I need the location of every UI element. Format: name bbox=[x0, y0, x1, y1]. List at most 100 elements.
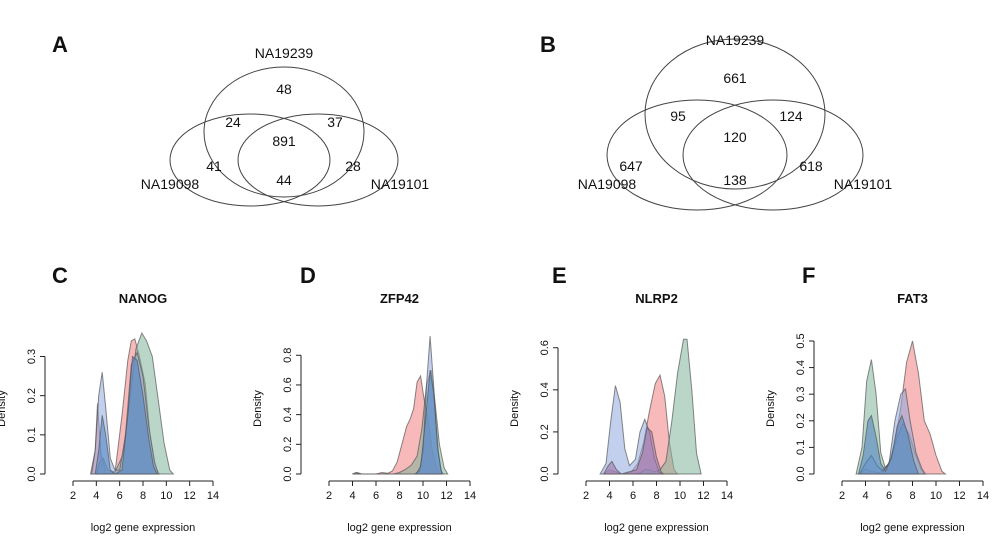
venn-a-circle-na19098 bbox=[169, 113, 331, 207]
chart-title-d: ZFP42 bbox=[380, 291, 419, 306]
density-panel-f: F FAT3 2 4 6 8 10 12 14 log2 gene expression 0.0 0.… bbox=[765, 263, 989, 534]
y-tick-label-d: 0.4 bbox=[282, 407, 294, 422]
y-tick-label-d: 0.2 bbox=[282, 437, 294, 452]
density-panel-e: E NLRP2 2 4 6 8 10 12 14 log2 gene expression 0.0 0… bbox=[509, 263, 733, 534]
venn-panel-b: B NA19239 NA19098 NA19101 661 95 124 120… bbox=[540, 32, 893, 211]
x-tick-label-d: 4 bbox=[349, 490, 355, 502]
density-area-c-4 bbox=[94, 355, 158, 475]
chart-title-e: NLRP2 bbox=[635, 291, 678, 306]
venn-a-set-name-na19101: NA19101 bbox=[371, 176, 430, 192]
venn-a-circle-na19101 bbox=[237, 113, 399, 207]
x-tick-label-c: 8 bbox=[140, 490, 146, 502]
x-axis-label-f: log2 gene expression bbox=[860, 522, 965, 534]
chart-title-f: FAT3 bbox=[897, 291, 928, 306]
density-area-e-4 bbox=[602, 426, 665, 475]
x-tick-label-e: 6 bbox=[630, 490, 636, 502]
chart-title-c: NANOG bbox=[119, 291, 167, 306]
venn-panel-a: A NA19239 NA19098 NA19101 48 24 37 891 4… bbox=[52, 32, 430, 207]
x-tick-label-d: 14 bbox=[464, 490, 476, 502]
venn-b-count-all: 120 bbox=[723, 129, 747, 145]
x-tick-label-f: 10 bbox=[930, 490, 942, 502]
y-tick-label-f: 0.0 bbox=[795, 466, 807, 481]
venn-b-set-name-na19239: NA19239 bbox=[706, 32, 765, 48]
x-tick-label-c: 6 bbox=[117, 490, 123, 502]
x-tick-label-e: 2 bbox=[583, 490, 589, 502]
venn-b-count-na19239-na19098: 95 bbox=[670, 108, 686, 124]
density-area-d-4 bbox=[414, 370, 443, 475]
y-tick-label-e: 0.0 bbox=[539, 466, 551, 481]
x-tick-label-c: 12 bbox=[184, 490, 196, 502]
y-tick-label-f: 0.5 bbox=[795, 333, 807, 348]
y-tick-label-f: 0.3 bbox=[795, 387, 807, 402]
y-tick-label-e: 0.2 bbox=[539, 424, 551, 439]
venn-b-count-na19098-na19101: 138 bbox=[723, 172, 747, 188]
x-tick-label-e: 8 bbox=[653, 490, 659, 502]
panel-label-c: C bbox=[52, 263, 68, 288]
venn-b-circle-na19098 bbox=[606, 99, 788, 211]
x-tick-label-f: 14 bbox=[977, 490, 989, 502]
x-tick-label-f: 2 bbox=[839, 490, 845, 502]
x-tick-label-f: 8 bbox=[909, 490, 915, 502]
venn-b-count-only-na19101: 618 bbox=[799, 158, 823, 174]
panel-label-f: F bbox=[802, 263, 815, 288]
y-tick-label-f: 0.2 bbox=[795, 413, 807, 428]
x-tick-label-c: 10 bbox=[160, 490, 172, 502]
y-tick-label-c: 0.0 bbox=[26, 466, 38, 481]
venn-b-count-only-na19098: 647 bbox=[619, 158, 643, 174]
x-tick-label-e: 10 bbox=[674, 490, 686, 502]
venn-a-count-only-na19101: 28 bbox=[345, 158, 361, 174]
venn-b-circle-na19101 bbox=[682, 99, 864, 211]
x-tick-label-d: 10 bbox=[417, 490, 429, 502]
x-tick-label-d: 6 bbox=[373, 490, 379, 502]
y-tick-label-e: 0.4 bbox=[539, 382, 551, 397]
venn-b-set-name-na19101: NA19101 bbox=[834, 176, 893, 192]
panel-label-a: A bbox=[52, 32, 68, 57]
y-tick-label-e: 0.6 bbox=[539, 340, 551, 355]
x-tick-label-d: 12 bbox=[440, 490, 452, 502]
x-tick-label-f: 4 bbox=[862, 490, 868, 502]
y-axis-label-c: Density bbox=[0, 390, 8, 427]
venn-b-count-only-na19239: 661 bbox=[723, 70, 747, 86]
y-tick-label-c: 0.1 bbox=[26, 427, 38, 442]
y-tick-label-f: 0.4 bbox=[795, 360, 807, 375]
density-area-f-4 bbox=[857, 414, 920, 475]
density-panel-d: D ZFP42 2 4 6 8 10 12 14 log2 gene expression 0.0 0… bbox=[252, 263, 476, 534]
x-tick-label-d: 2 bbox=[326, 490, 332, 502]
x-tick-label-e: 12 bbox=[697, 490, 709, 502]
venn-a-set-name-na19239: NA19239 bbox=[255, 45, 314, 61]
y-tick-label-f: 0.1 bbox=[795, 440, 807, 455]
y-axis-label-e: Density bbox=[509, 390, 521, 427]
venn-a-count-na19239-na19098: 24 bbox=[225, 114, 241, 130]
venn-a-circle-na19239 bbox=[203, 66, 365, 198]
x-tick-label-e: 4 bbox=[606, 490, 612, 502]
venn-a-count-all: 891 bbox=[272, 133, 296, 149]
x-axis-label-d: log2 gene expression bbox=[347, 522, 452, 534]
y-axis-label-d: Density bbox=[252, 390, 264, 427]
x-axis-label-e: log2 gene expression bbox=[604, 522, 709, 534]
density-panel-c: C NANOG 2 4 6 8 10 12 14 log2 gene expression 0.0 0… bbox=[0, 263, 219, 534]
venn-a-set-name-na19098: NA19098 bbox=[141, 176, 200, 192]
venn-b-set-name-na19098: NA19098 bbox=[578, 176, 637, 192]
y-tick-label-c: 0.3 bbox=[26, 349, 38, 364]
panel-label-d: D bbox=[300, 263, 316, 288]
y-tick-label-d: 0.0 bbox=[282, 466, 294, 481]
x-tick-label-f: 12 bbox=[953, 490, 965, 502]
x-tick-label-f: 6 bbox=[886, 490, 892, 502]
venn-a-count-only-na19098: 41 bbox=[206, 158, 222, 174]
venn-b-circle-na19239 bbox=[644, 38, 826, 190]
y-axis-label-f: Density bbox=[765, 390, 777, 427]
x-tick-label-d: 8 bbox=[396, 490, 402, 502]
venn-a-count-only-na19239: 48 bbox=[276, 81, 292, 97]
x-tick-label-c: 14 bbox=[207, 490, 219, 502]
y-tick-label-d: 0.6 bbox=[282, 377, 294, 392]
venn-a-count-na19239-na19101: 37 bbox=[327, 114, 343, 130]
x-tick-label-c: 4 bbox=[93, 490, 99, 502]
y-tick-label-c: 0.2 bbox=[26, 388, 38, 403]
venn-b-count-na19239-na19101: 124 bbox=[779, 108, 803, 124]
venn-a-count-na19098-na19101: 44 bbox=[276, 172, 292, 188]
y-tick-label-d: 0.8 bbox=[282, 348, 294, 363]
panel-label-b: B bbox=[540, 32, 556, 57]
x-tick-label-c: 2 bbox=[70, 490, 76, 502]
